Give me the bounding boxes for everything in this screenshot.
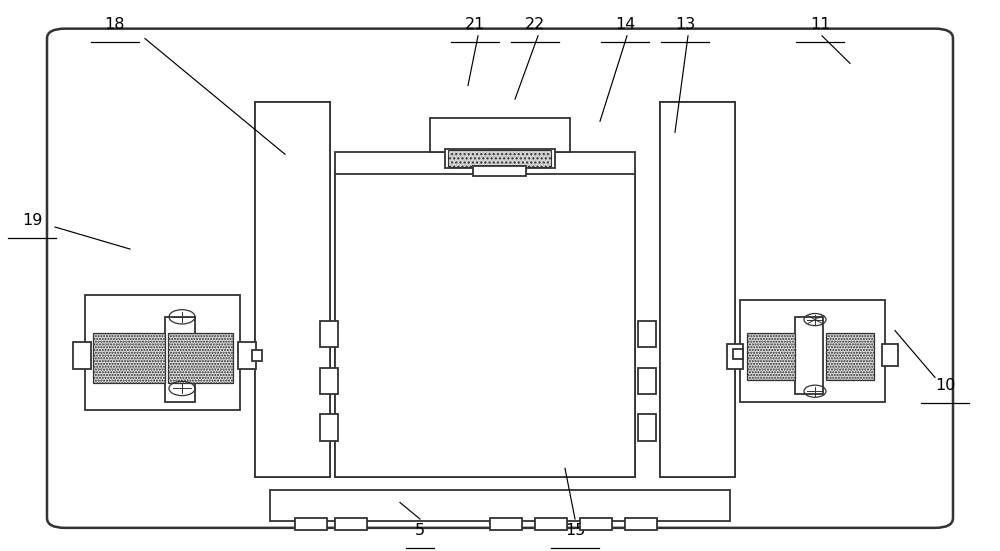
- Bar: [165, 317, 195, 402]
- Bar: [335, 171, 635, 477]
- Bar: [747, 333, 795, 380]
- Bar: [93, 333, 165, 383]
- Text: 13: 13: [675, 17, 695, 33]
- Bar: [473, 166, 526, 176]
- Bar: [270, 490, 730, 521]
- Bar: [295, 518, 327, 530]
- Text: 19: 19: [22, 213, 42, 228]
- Bar: [252, 350, 262, 361]
- Bar: [625, 518, 657, 530]
- Text: 10: 10: [935, 378, 955, 393]
- Bar: [445, 149, 555, 168]
- Bar: [320, 414, 338, 441]
- Bar: [638, 321, 656, 347]
- Bar: [490, 518, 522, 530]
- Bar: [660, 102, 735, 477]
- Bar: [335, 152, 635, 174]
- Text: 22: 22: [525, 17, 545, 33]
- Bar: [535, 518, 567, 530]
- Bar: [740, 300, 885, 402]
- FancyBboxPatch shape: [47, 29, 953, 528]
- Text: 18: 18: [105, 17, 125, 33]
- Bar: [795, 317, 823, 394]
- Bar: [335, 171, 635, 477]
- Text: 11: 11: [810, 17, 830, 33]
- Bar: [733, 349, 743, 359]
- Text: 14: 14: [615, 17, 635, 33]
- Bar: [320, 321, 338, 347]
- Text: 5: 5: [415, 522, 425, 538]
- Bar: [727, 344, 743, 369]
- Bar: [448, 150, 551, 167]
- Bar: [638, 368, 656, 394]
- Bar: [882, 344, 898, 366]
- Bar: [320, 368, 338, 394]
- Bar: [255, 102, 330, 477]
- Bar: [826, 333, 874, 380]
- Bar: [238, 342, 256, 369]
- Bar: [335, 518, 367, 530]
- Text: 21: 21: [465, 17, 485, 33]
- Text: 15: 15: [565, 522, 585, 538]
- Bar: [638, 414, 656, 441]
- Bar: [255, 102, 330, 477]
- Bar: [580, 518, 612, 530]
- Bar: [85, 295, 240, 410]
- Bar: [73, 342, 91, 369]
- Bar: [660, 102, 735, 477]
- Bar: [168, 333, 233, 383]
- Bar: [430, 118, 570, 152]
